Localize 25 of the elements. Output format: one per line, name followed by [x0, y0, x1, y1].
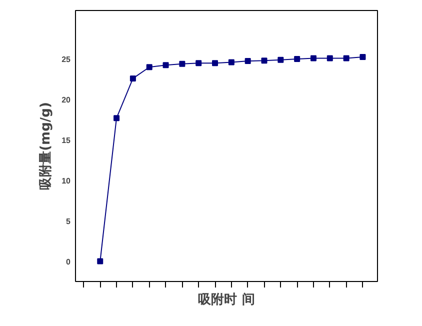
point: [310, 55, 316, 62]
y-tick-label: 5: [66, 216, 72, 226]
y-tick-label: 15: [62, 136, 72, 145]
point: [196, 60, 202, 66]
y-tick-label: 0: [66, 257, 72, 266]
point: [261, 58, 268, 64]
point: [146, 64, 152, 70]
point: [212, 60, 218, 66]
point: [97, 258, 104, 264]
point: [294, 56, 300, 62]
point: [343, 55, 350, 62]
y-axis-title: 吸附量(mg/g): [38, 102, 54, 190]
point: [244, 58, 251, 64]
y-tick-label: 10: [62, 176, 72, 186]
point: [228, 59, 234, 66]
point: [278, 56, 284, 63]
y-tick-label: 20: [62, 95, 72, 104]
point: [360, 54, 366, 60]
point: [326, 55, 333, 62]
point: [179, 60, 186, 67]
y-tick-label: 25: [62, 55, 72, 64]
x-axis-title: 吸附时 间: [198, 292, 255, 308]
point: [114, 115, 120, 122]
point: [162, 62, 169, 68]
point: [130, 75, 136, 82]
